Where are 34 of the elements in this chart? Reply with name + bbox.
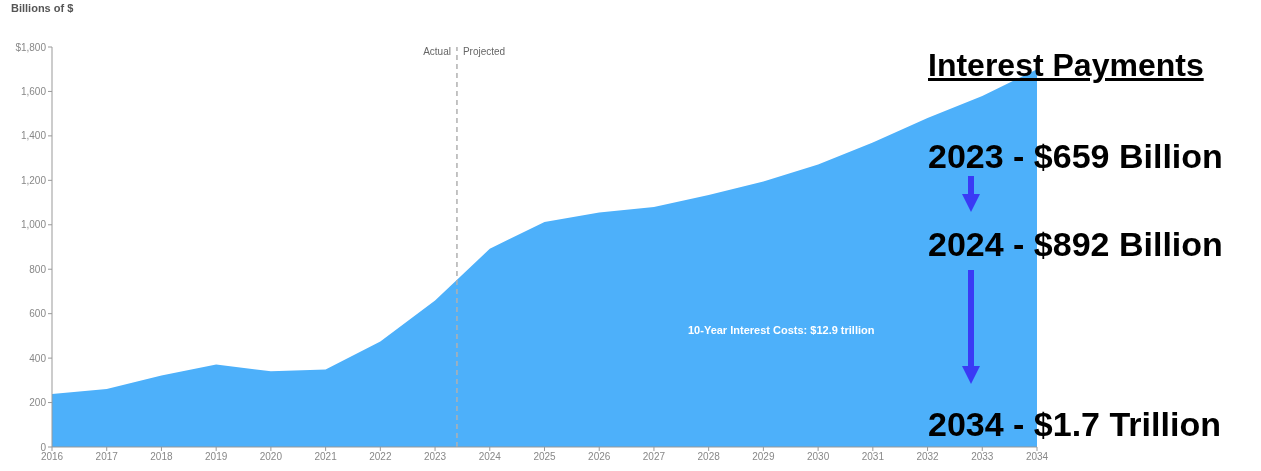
y-tick-label: 600 (29, 308, 47, 320)
x-tick-label: 2017 (95, 451, 119, 463)
y-tick-label: 400 (29, 352, 47, 364)
y-tick-label: 800 (29, 263, 47, 275)
x-tick-label: 2026 (588, 451, 611, 463)
x-tick-label: 2020 (259, 451, 283, 463)
y-tick-label: 200 (29, 397, 47, 409)
x-tick-label: 2016 (40, 451, 64, 463)
annotation: Interest Payments (928, 47, 1204, 84)
x-tick-label: 2018 (150, 451, 173, 463)
x-tick-label: 2023 (423, 451, 447, 463)
x-tick-label: 2033 (971, 451, 994, 463)
x-tick-label: 2024 (478, 451, 502, 463)
x-tick-label: 2028 (697, 451, 721, 463)
annotation: Projected (462, 46, 506, 57)
x-tick-label: 2032 (916, 451, 940, 463)
annotation: 10-Year Interest Costs: $12.9 trillion (688, 324, 875, 337)
y-tick-label: $1,800 (15, 41, 47, 53)
x-tick-label: 2025 (533, 451, 557, 463)
y-tick-label: 1,000 (20, 219, 47, 231)
y-tick-label: 1,200 (20, 174, 47, 186)
x-tick-label: 2019 (205, 451, 228, 463)
x-tick-label: 2029 (752, 451, 775, 463)
x-tick-label: 2034 (1025, 451, 1049, 463)
y-tick-label: 0 (40, 441, 47, 453)
annotation: Actual (423, 46, 451, 57)
x-tick-label: 2021 (314, 451, 338, 463)
x-tick-label: 2022 (369, 451, 392, 463)
x-tick-label: 2027 (642, 451, 666, 463)
y-tick-label: 1,600 (20, 85, 47, 97)
y-axis-title: Billions of $ (11, 2, 74, 14)
y-tick-label: 1,400 (20, 130, 47, 142)
x-tick-label: 2030 (806, 451, 830, 463)
x-tick-label: 2031 (861, 451, 885, 463)
